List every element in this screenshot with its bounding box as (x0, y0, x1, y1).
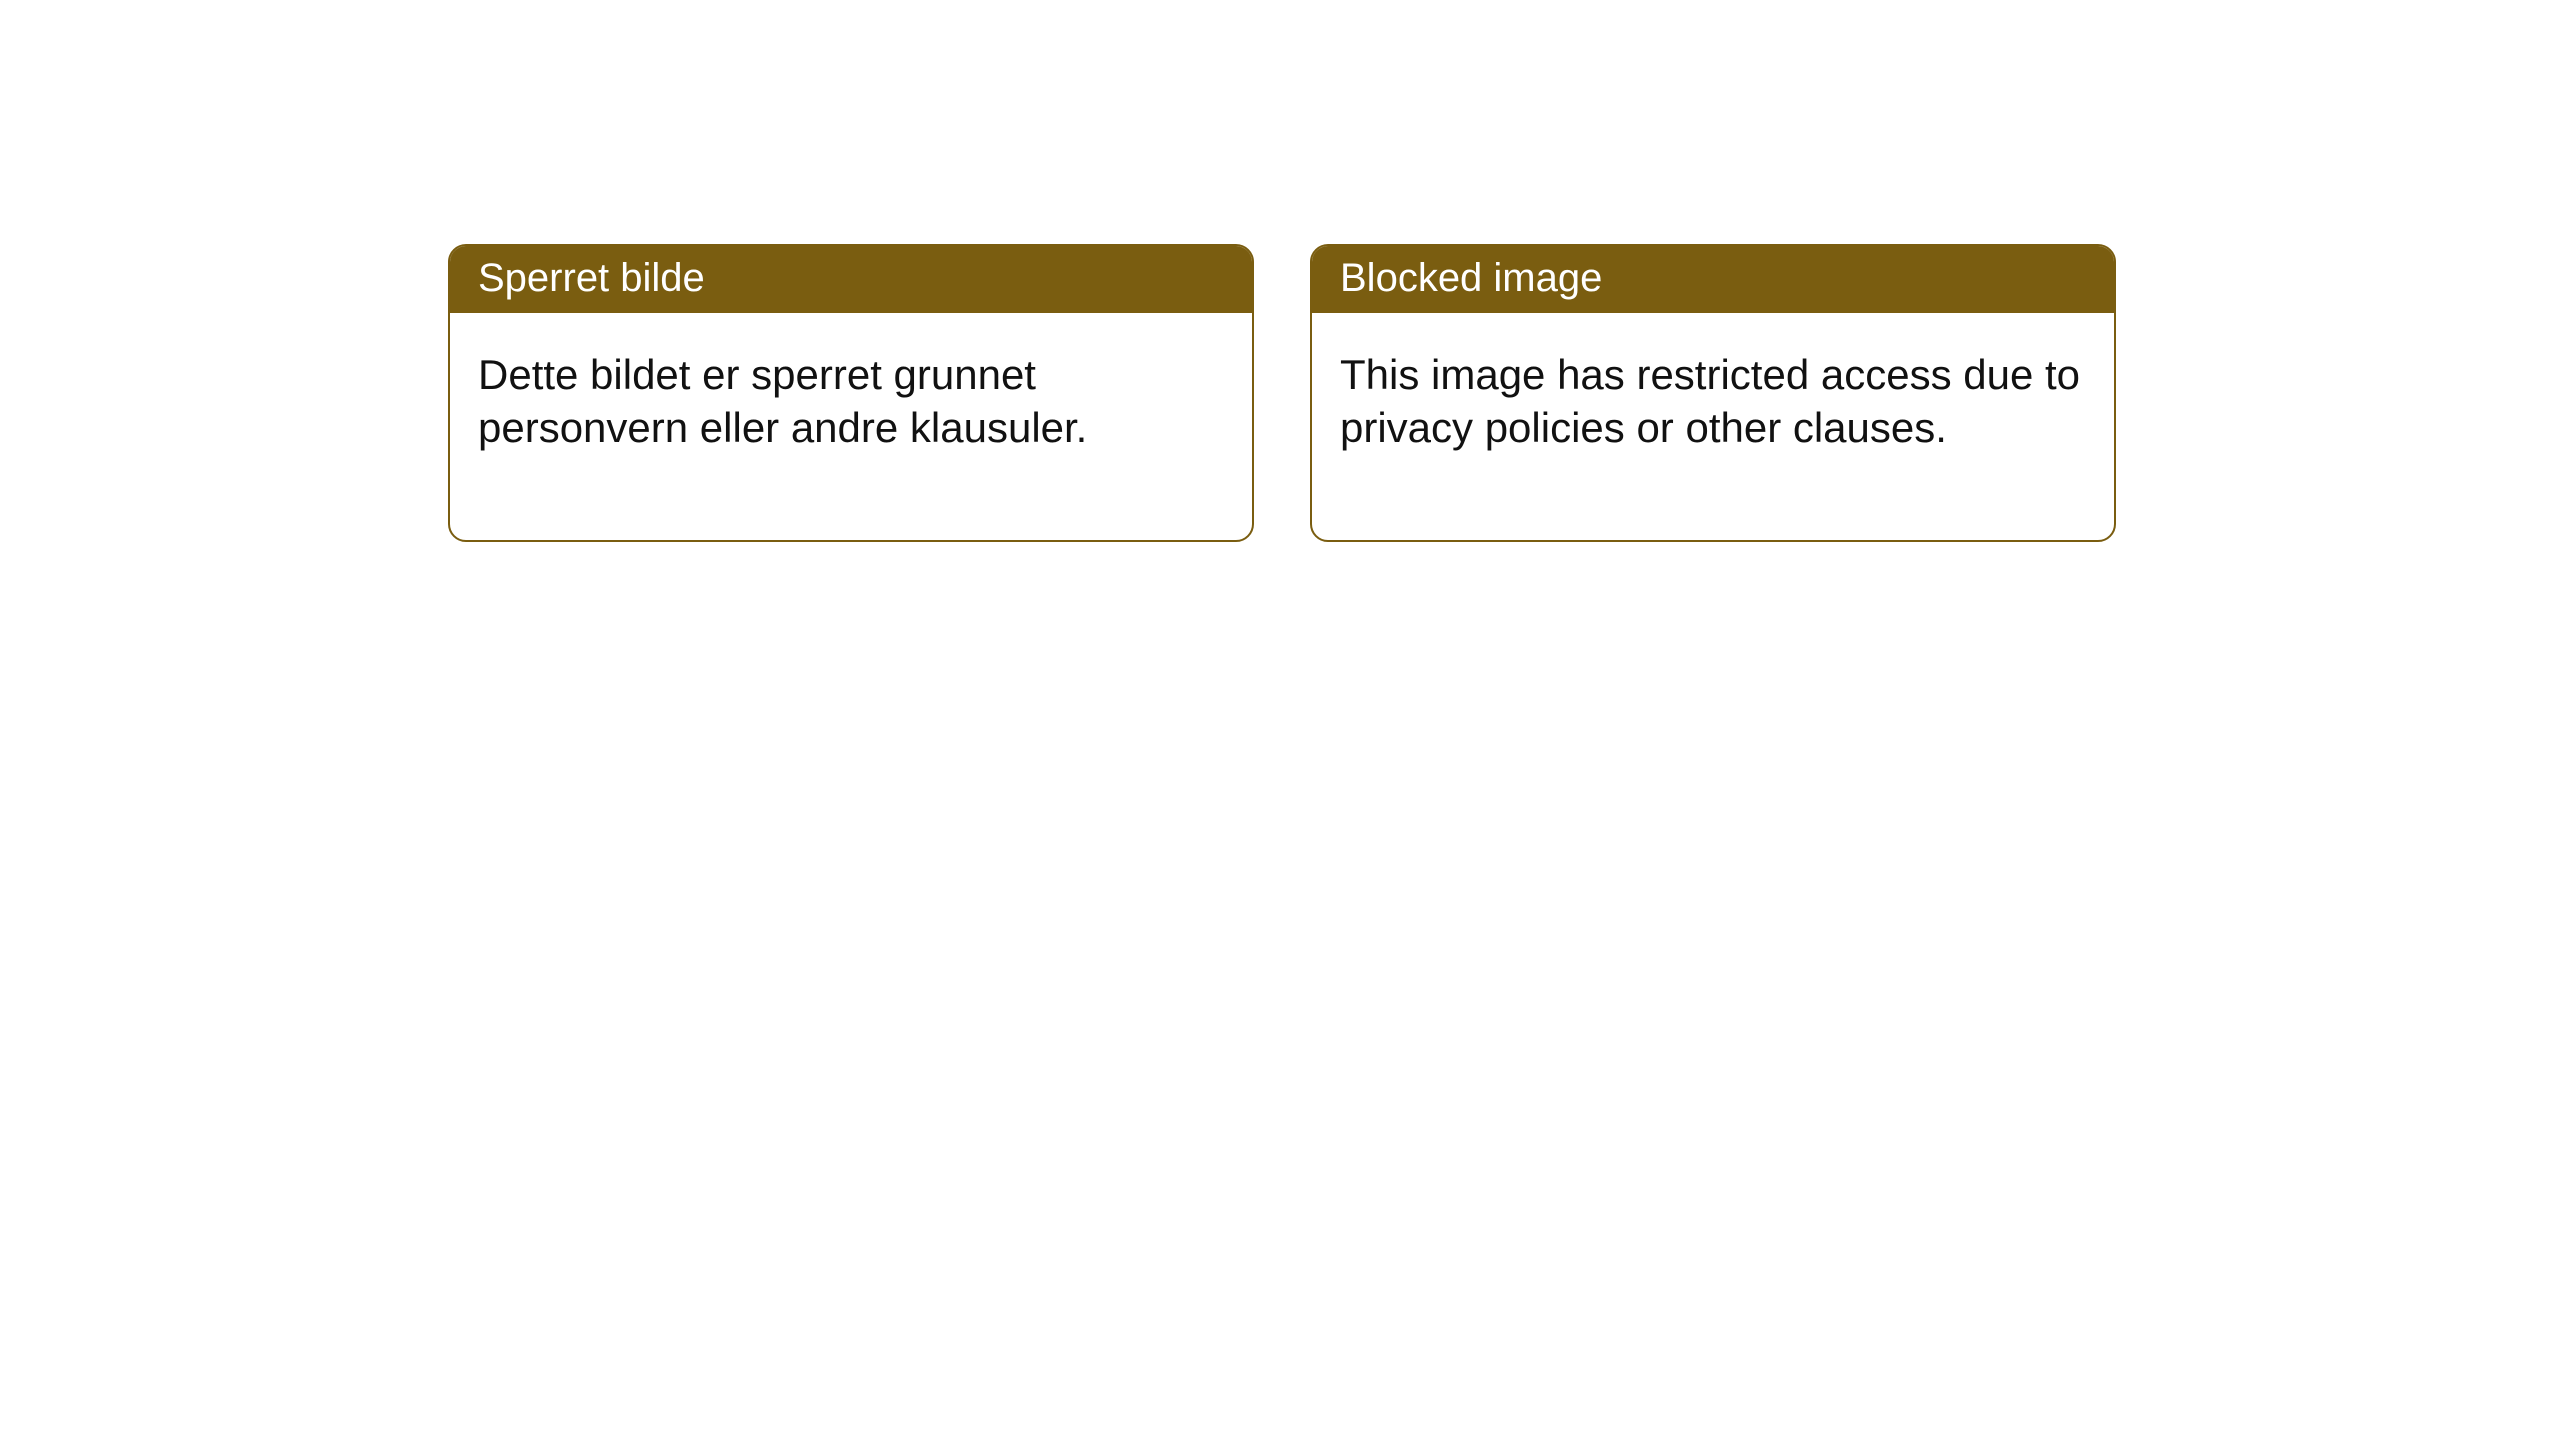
card-header: Blocked image (1312, 246, 2114, 313)
card-body: Dette bildet er sperret grunnet personve… (450, 313, 1252, 540)
notice-cards-row: Sperret bilde Dette bildet er sperret gr… (448, 244, 2116, 542)
card-header: Sperret bilde (450, 246, 1252, 313)
notice-card-norwegian: Sperret bilde Dette bildet er sperret gr… (448, 244, 1254, 542)
card-body: This image has restricted access due to … (1312, 313, 2114, 540)
notice-card-english: Blocked image This image has restricted … (1310, 244, 2116, 542)
